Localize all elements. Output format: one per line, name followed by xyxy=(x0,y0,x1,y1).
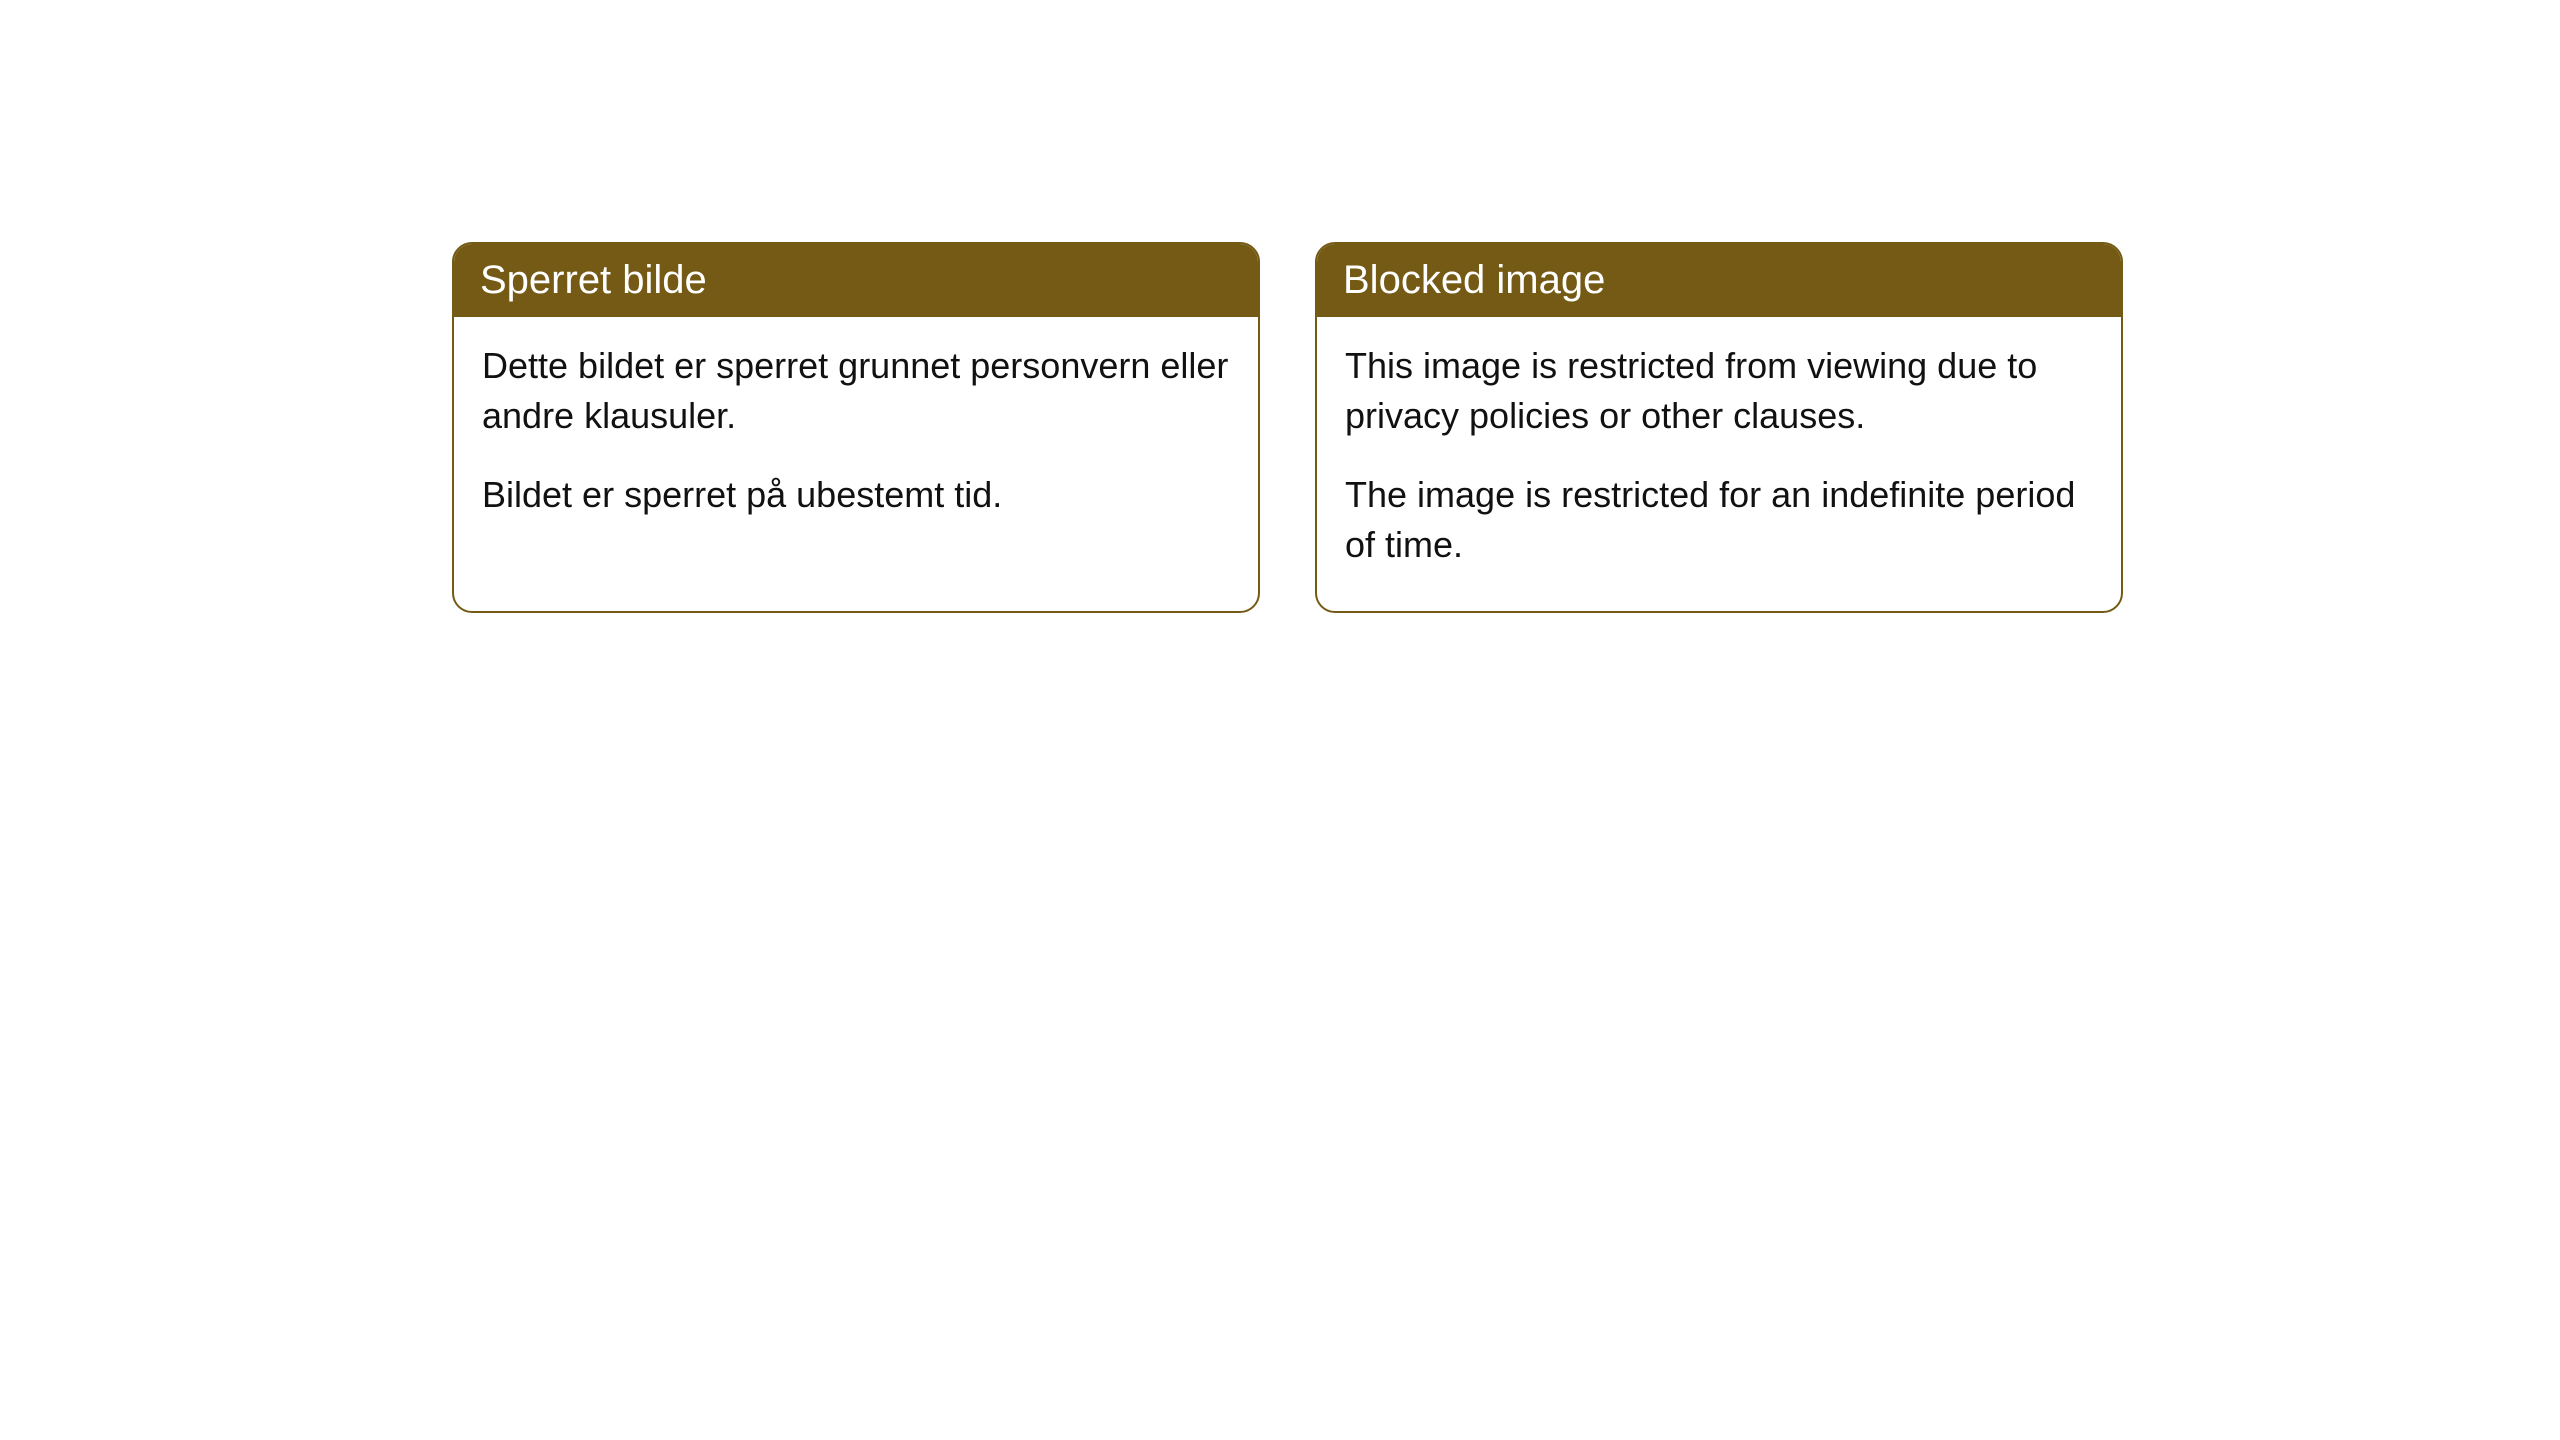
card-title-en: Blocked image xyxy=(1343,258,1605,302)
card-text-en-1: This image is restricted from viewing du… xyxy=(1345,341,2093,442)
notice-cards-container: Sperret bilde Dette bildet er sperret gr… xyxy=(452,242,2560,613)
blocked-image-card-en: Blocked image This image is restricted f… xyxy=(1315,242,2123,613)
card-header-en: Blocked image xyxy=(1317,244,2121,317)
card-body-no: Dette bildet er sperret grunnet personve… xyxy=(454,317,1258,560)
card-text-no-2: Bildet er sperret på ubestemt tid. xyxy=(482,470,1230,520)
card-body-en: This image is restricted from viewing du… xyxy=(1317,317,2121,611)
blocked-image-card-no: Sperret bilde Dette bildet er sperret gr… xyxy=(452,242,1260,613)
card-header-no: Sperret bilde xyxy=(454,244,1258,317)
card-text-no-1: Dette bildet er sperret grunnet personve… xyxy=(482,341,1230,442)
card-text-en-2: The image is restricted for an indefinit… xyxy=(1345,470,2093,571)
card-title-no: Sperret bilde xyxy=(480,258,707,302)
